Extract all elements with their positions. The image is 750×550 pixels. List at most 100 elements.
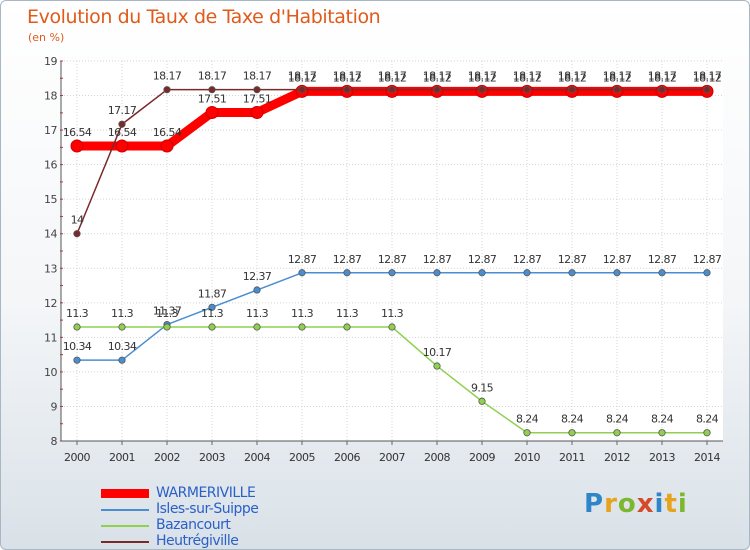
chart-title: Evolution du Taux de Taxe d'Habitation [27, 6, 381, 28]
data-point-bazancourt [523, 429, 531, 437]
y-tick-label: 11 [44, 331, 57, 344]
data-point-heutr-giville [613, 86, 621, 94]
data-point-heutr-giville [703, 86, 711, 94]
data-label-warmeriville: 18.12 [558, 71, 587, 84]
y-tick-label: 12 [44, 297, 57, 310]
legend-label-heutregiville: Heutrégiville [156, 533, 239, 549]
data-label-isles-sur-suippe: 12.87 [423, 253, 452, 266]
y-tick-label: 19 [44, 55, 57, 68]
x-tick-label: 2014 [694, 451, 720, 464]
data-label-bazancourt: 11.3 [111, 307, 134, 320]
data-point-warmeriville [250, 105, 264, 119]
legend-label-isles-sur-suippe: Isles-sur-Suippe [156, 501, 259, 517]
data-label-bazancourt: 11.3 [156, 307, 179, 320]
data-point-heutr-giville [343, 86, 351, 94]
data-point-bazancourt [253, 323, 261, 331]
data-label-heutr-giville: 18.17 [198, 70, 227, 83]
data-label-isles-sur-suippe: 12.87 [378, 253, 407, 266]
x-tick-label: 2010 [514, 451, 540, 464]
brand-letter: P [584, 489, 605, 519]
data-point-isles-sur-suippe [703, 269, 711, 277]
data-point-isles-sur-suippe [118, 356, 126, 364]
data-point-heutr-giville [208, 86, 216, 94]
data-point-isles-sur-suippe [73, 356, 81, 364]
x-tick-label: 2005 [289, 451, 315, 464]
data-point-warmeriville [115, 139, 129, 153]
data-label-heutr-giville: 18.17 [243, 70, 272, 83]
data-point-isles-sur-suippe [613, 269, 621, 277]
data-label-bazancourt: 8.24 [651, 413, 674, 426]
data-label-heutr-giville: 18.17 [693, 70, 722, 83]
data-point-warmeriville [160, 139, 174, 153]
data-label-heutr-giville: 18.17 [423, 70, 452, 83]
data-label-bazancourt: 10.17 [423, 346, 452, 359]
data-label-warmeriville: 18.12 [288, 71, 317, 84]
data-label-bazancourt: 8.24 [696, 413, 719, 426]
data-point-heutr-giville [568, 86, 576, 94]
data-label-warmeriville: 17.51 [198, 92, 227, 105]
y-tick-label: 8 [51, 435, 58, 448]
data-label-heutr-giville: 18.17 [603, 70, 632, 83]
data-label-heutr-giville: 18.17 [333, 70, 362, 83]
data-label-bazancourt: 11.3 [246, 307, 269, 320]
data-point-heutr-giville [478, 86, 486, 94]
data-point-heutr-giville [73, 230, 81, 238]
data-point-heutr-giville [523, 86, 531, 94]
brand-letter: r [604, 489, 618, 519]
data-label-bazancourt: 8.24 [606, 413, 629, 426]
data-point-bazancourt [118, 323, 126, 331]
x-tick-label: 2003 [199, 451, 225, 464]
data-label-warmeriville: 18.12 [423, 71, 452, 84]
data-point-heutr-giville [298, 86, 306, 94]
y-tick-label: 18 [44, 90, 57, 103]
data-label-isles-sur-suippe: 12.87 [468, 253, 497, 266]
data-point-heutr-giville [433, 86, 441, 94]
data-point-isles-sur-suippe [298, 269, 306, 277]
chart-subtitle: (en %) [28, 31, 65, 44]
x-tick-label: 2013 [649, 451, 675, 464]
data-point-bazancourt [703, 429, 711, 437]
data-label-isles-sur-suippe: 10.34 [108, 340, 137, 353]
data-label-bazancourt: 11.3 [291, 307, 314, 320]
data-label-heutr-giville: 14 [71, 214, 84, 227]
data-label-isles-sur-suippe: 11.37 [153, 305, 182, 318]
y-tick-label: 13 [44, 262, 57, 275]
data-point-bazancourt [478, 397, 486, 405]
legend-swatch-isles-sur-suippe [101, 509, 149, 511]
data-label-warmeriville: 18.12 [378, 71, 407, 84]
legend-item-heutregiville: Heutrégiville [101, 533, 361, 549]
data-point-heutr-giville [658, 86, 666, 94]
y-tick-label: 15 [44, 193, 57, 206]
data-point-heutr-giville [253, 86, 261, 94]
data-label-bazancourt: 8.24 [516, 413, 539, 426]
legend-swatch-heutregiville [101, 541, 149, 543]
data-label-bazancourt: 11.3 [66, 307, 89, 320]
data-label-heutr-giville: 18.17 [513, 70, 542, 83]
data-label-isles-sur-suippe: 12.87 [693, 253, 722, 266]
x-tick-label: 2012 [604, 451, 630, 464]
data-label-bazancourt: 11.3 [201, 307, 224, 320]
data-point-warmeriville [205, 105, 219, 119]
data-point-bazancourt [433, 362, 441, 370]
data-point-heutr-giville [118, 120, 126, 128]
brand-logo: Proxiti [584, 489, 688, 519]
data-point-bazancourt [208, 323, 216, 331]
data-label-heutr-giville: 18.17 [468, 70, 497, 83]
data-label-heutr-giville: 18.17 [153, 70, 182, 83]
x-tick-label: 2000 [64, 451, 90, 464]
data-point-bazancourt [163, 323, 171, 331]
data-label-warmeriville: 18.12 [513, 71, 542, 84]
data-point-isles-sur-suippe [478, 269, 486, 277]
data-label-warmeriville: 18.12 [603, 71, 632, 84]
data-point-warmeriville [70, 139, 84, 153]
data-label-isles-sur-suippe: 12.87 [603, 253, 632, 266]
y-tick-label: 9 [51, 400, 58, 413]
data-label-isles-sur-suippe: 10.34 [63, 340, 92, 353]
data-point-isles-sur-suippe [208, 303, 216, 311]
data-label-warmeriville: 16.54 [108, 126, 137, 139]
x-tick-label: 2004 [244, 451, 270, 464]
data-point-bazancourt [298, 323, 306, 331]
legend: WARMERIVILLE Isles-sur-Suippe Bazancourt… [101, 485, 361, 549]
data-label-isles-sur-suippe: 11.87 [198, 287, 227, 300]
